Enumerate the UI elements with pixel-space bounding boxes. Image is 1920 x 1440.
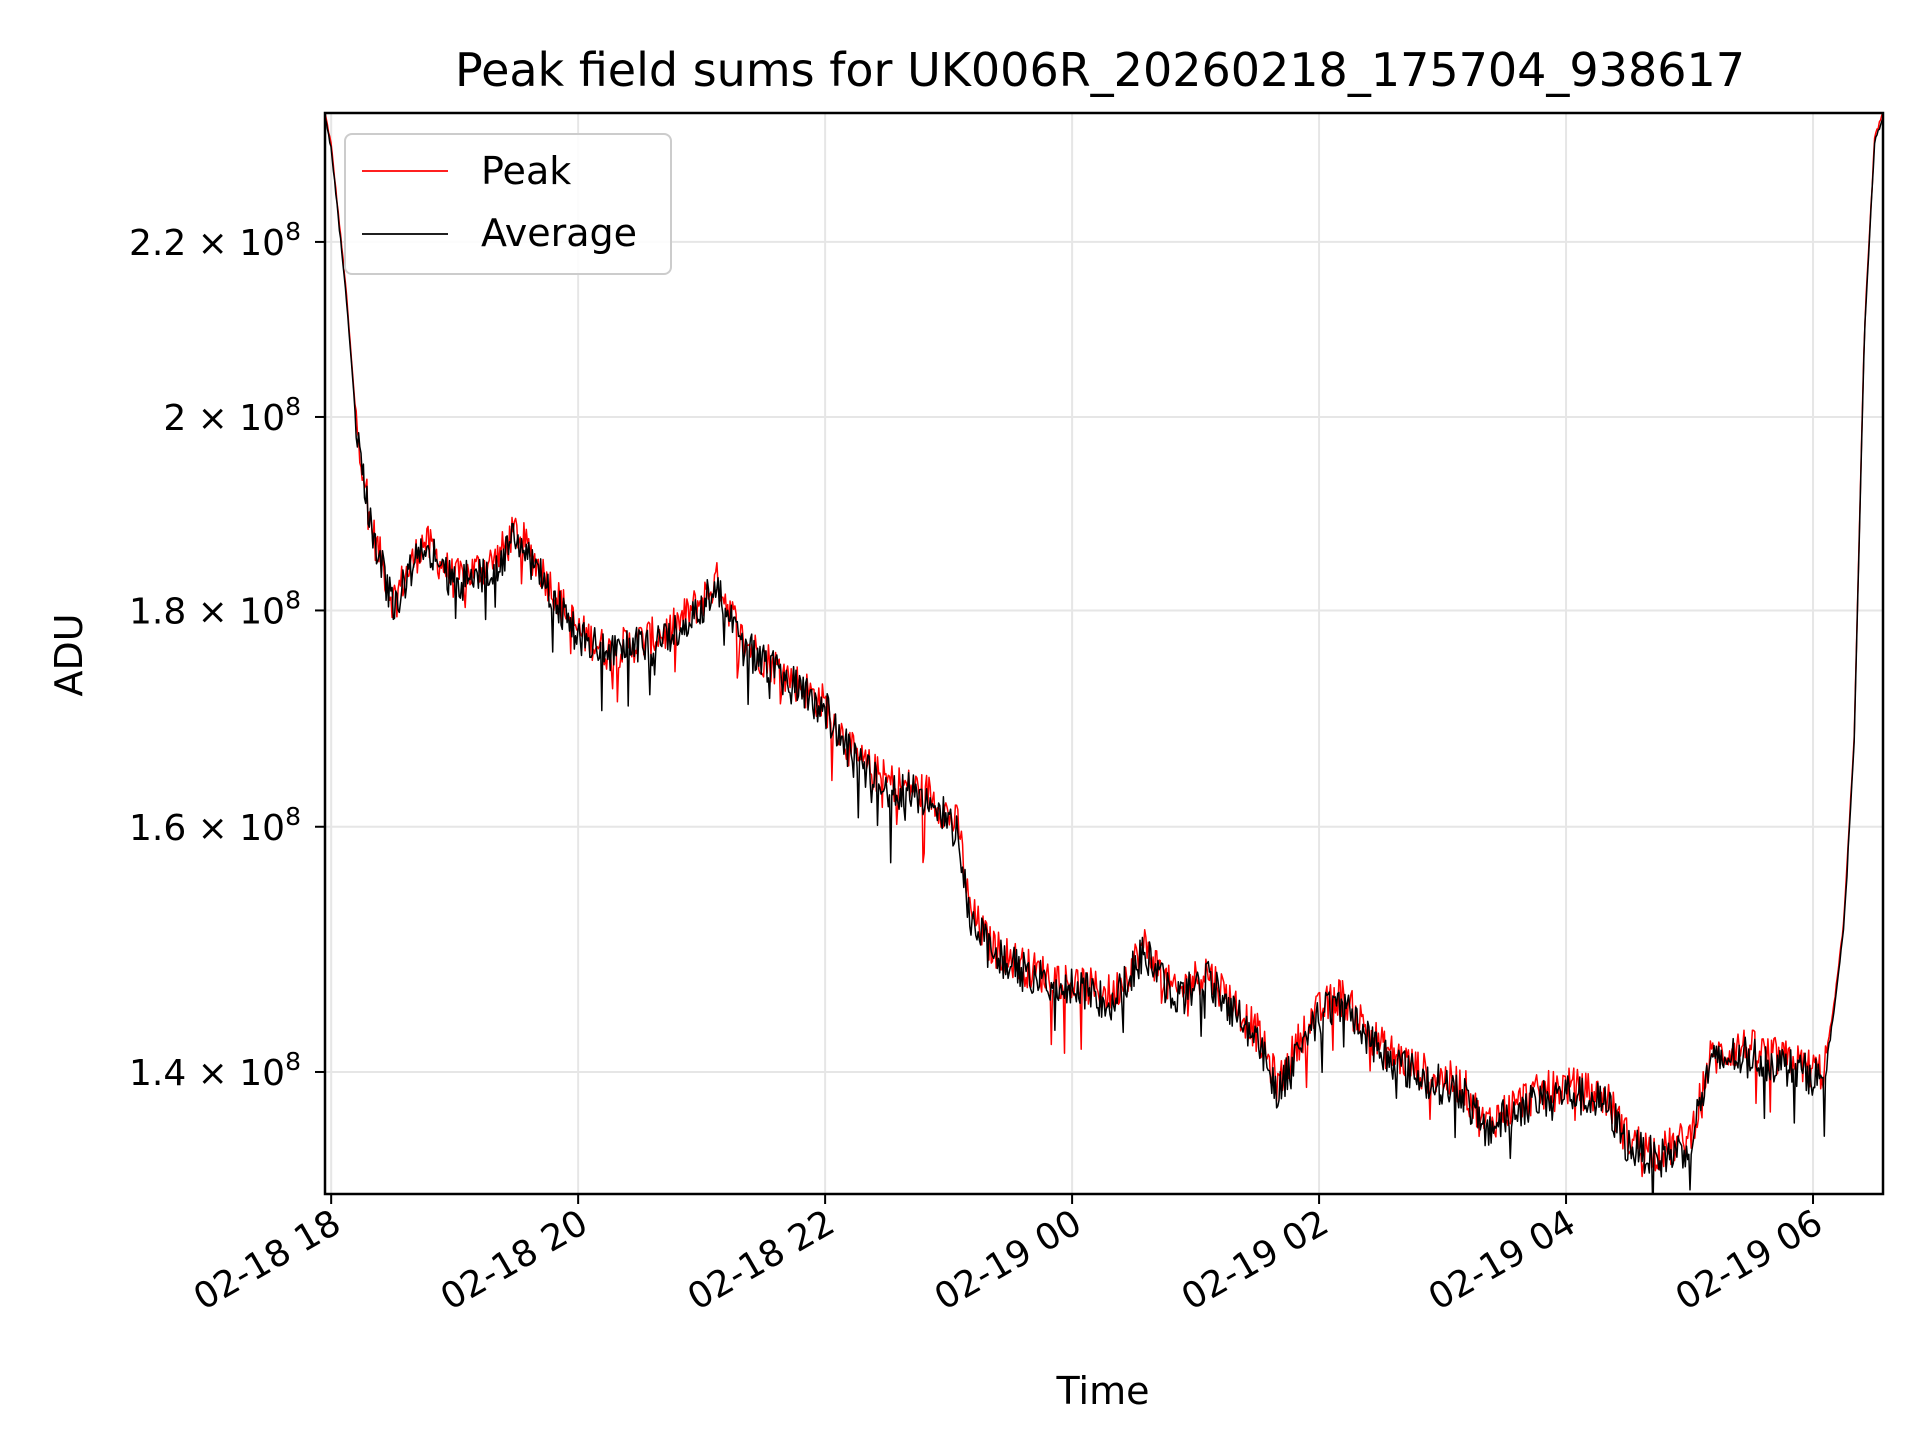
y-axis: 1.4 × 108 1.6 × 108 1.8 × 108 2 × 108 2.2 × … — [129, 217, 325, 1094]
y-tick-label: 1.4 × 108 — [129, 1047, 301, 1094]
legend-box — [344, 133, 672, 275]
y-tick-label: 2 × 108 — [163, 392, 301, 439]
x-axis-label: Time — [1056, 1369, 1150, 1413]
y-tick-label: 2.2 × 108 — [129, 217, 301, 264]
grid — [325, 113, 1883, 1194]
y-tick-label: 1.6 × 108 — [129, 802, 301, 849]
legend-label-average: Average — [481, 211, 637, 255]
series-line-average — [325, 117, 1883, 1194]
y-axis-label: ADU — [47, 613, 91, 696]
chart-title: Peak field sums for UK006R_20260218_1757… — [455, 43, 1745, 97]
plot-frame — [323, 111, 1885, 1196]
legend-label-peak: Peak — [481, 149, 571, 193]
series-layer — [325, 113, 1883, 1194]
legend: Peak Average — [344, 133, 672, 275]
y-tick-label: 1.8 × 108 — [129, 585, 301, 632]
